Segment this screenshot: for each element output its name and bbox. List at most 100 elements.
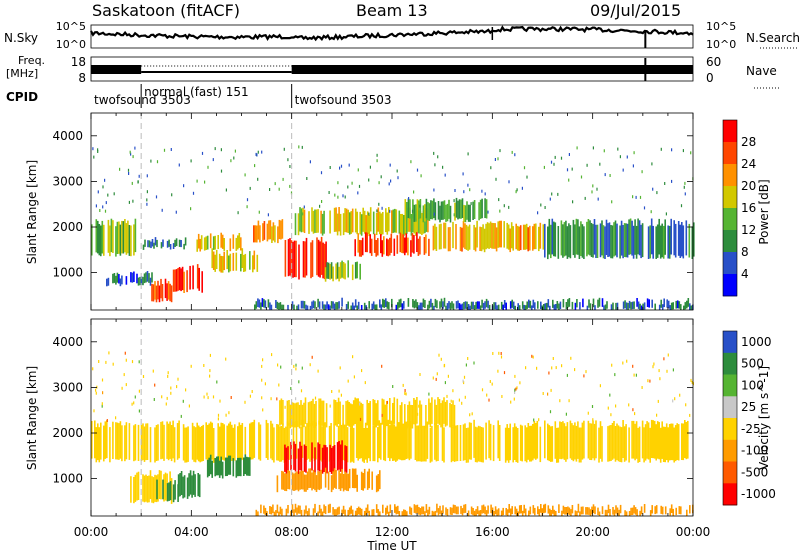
data-cell [484, 506, 486, 515]
data-cell [142, 375, 145, 378]
data-cell [246, 456, 248, 476]
data-cell [669, 305, 671, 310]
data-cell [507, 427, 510, 463]
data-cell [434, 163, 436, 167]
data-cell [419, 204, 421, 208]
data-cell [161, 208, 163, 212]
data-cell [291, 472, 294, 491]
data-cell [649, 225, 651, 259]
data-cell [169, 481, 172, 501]
data-cell [118, 221, 120, 254]
data-cell [654, 506, 656, 515]
freq-label: Freq. [18, 54, 45, 67]
data-cell [333, 303, 336, 310]
data-cell [553, 304, 556, 310]
data-cell [671, 179, 673, 183]
data-cell [113, 192, 115, 196]
data-cell [407, 404, 409, 429]
data-cell [647, 379, 649, 383]
data-cell [98, 360, 100, 363]
y-tick-label: 2000 [52, 220, 83, 234]
data-cell [452, 504, 455, 514]
data-cell [534, 507, 536, 516]
data-cell [293, 364, 295, 368]
data-cell [544, 206, 546, 209]
data-cell [287, 505, 289, 514]
data-cell [665, 212, 667, 216]
data-cell [425, 504, 428, 513]
data-cell [650, 218, 653, 255]
data-cell [280, 398, 283, 425]
data-cell [515, 426, 517, 462]
data-cell [641, 386, 643, 389]
data-cell [376, 153, 378, 157]
data-cell [498, 198, 500, 202]
data-cell [322, 242, 324, 279]
data-cell [392, 424, 394, 461]
data-cell [683, 185, 685, 189]
data-cell [253, 419, 256, 458]
data-cell [521, 425, 523, 462]
data-cell [369, 207, 372, 232]
data-cell [427, 208, 429, 233]
data-cell [160, 242, 163, 249]
data-cell [401, 423, 403, 461]
data-cell [594, 305, 596, 310]
data-cell [508, 205, 510, 209]
data-cell [232, 458, 235, 477]
data-cell [163, 424, 165, 461]
data-cell [379, 211, 381, 235]
data-cell [296, 471, 298, 490]
data-cell [298, 244, 300, 280]
data-cell [208, 457, 210, 477]
data-cell [469, 305, 471, 310]
data-cell [438, 399, 441, 425]
data-cell [294, 472, 297, 491]
data-cell [407, 237, 409, 256]
data-cell [381, 206, 383, 210]
data-cell [590, 423, 593, 461]
data-cell [481, 198, 483, 219]
data-cell [270, 506, 273, 515]
data-cell [177, 377, 179, 381]
cpid-mode-label: normal (fast) 151 [144, 85, 248, 99]
data-cell [160, 470, 162, 500]
noise-right-tick-high: 10^5 [706, 20, 736, 33]
data-cell [643, 504, 646, 513]
data-cell [574, 422, 576, 460]
data-cell [279, 426, 281, 462]
data-cell [271, 353, 273, 357]
data-cell [206, 235, 209, 250]
data-cell [540, 301, 542, 309]
data-cell [133, 271, 135, 282]
data-cell [207, 396, 209, 400]
data-cell [538, 226, 540, 252]
data-cell [219, 399, 221, 403]
data-cell [282, 400, 284, 426]
data-cell [333, 445, 336, 473]
y-tick-label: 4000 [52, 335, 83, 349]
data-cell [461, 198, 464, 218]
data-cell [514, 374, 516, 378]
data-cell [408, 197, 410, 200]
data-cell [92, 367, 94, 371]
data-cell [300, 300, 303, 309]
data-cell [335, 302, 337, 310]
data-cell [563, 222, 566, 257]
data-cell [396, 169, 398, 173]
data-cell [249, 251, 251, 270]
data-cell [575, 218, 578, 255]
data-cell [389, 163, 391, 167]
data-cell [480, 227, 483, 252]
data-cell [107, 193, 109, 197]
data-cell [366, 427, 368, 463]
data-cell [347, 260, 349, 278]
data-cell [381, 240, 384, 257]
data-cell [400, 298, 402, 308]
data-cell [274, 182, 276, 186]
data-cell [641, 420, 644, 459]
data-cell [402, 383, 404, 387]
data-cell [186, 477, 189, 499]
data-cell [388, 207, 390, 232]
data-cell [396, 398, 399, 425]
